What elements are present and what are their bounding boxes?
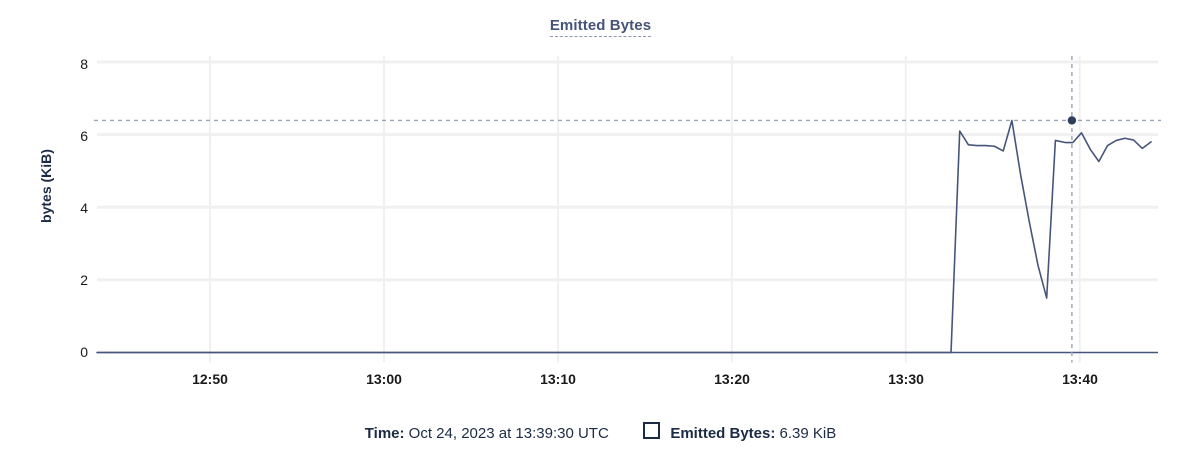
tooltip-footer: Time: Oct 24, 2023 at 13:39:30 UTC Emitt… [0, 422, 1201, 442]
chart-title-text: Emitted Bytes [549, 17, 652, 37]
footer-series-key: Emitted Bytes: [670, 425, 776, 442]
y-tick-label-4: 4 [80, 200, 88, 216]
x-gridlines [209, 56, 1081, 363]
x-tick-label-1300: 13:00 [366, 371, 402, 387]
y-tick-label-0: 0 [80, 344, 88, 360]
footer-time-key: Time: [364, 425, 405, 442]
hover-point-marker[interactable] [1067, 116, 1077, 125]
series-color-swatch-icon [643, 422, 661, 439]
y-tick-label-6: 6 [80, 128, 88, 144]
y-gridlines [97, 60, 1158, 282]
y-tick-label-2: 2 [80, 272, 88, 288]
y-tick-label-8: 8 [80, 56, 88, 72]
x-tick-label-1310: 13:10 [540, 371, 576, 387]
chart-title: Emitted Bytes [0, 17, 1201, 37]
x-tick-label-1340: 13:40 [1062, 371, 1098, 387]
plot-area[interactable] [0, 0, 1201, 400]
x-tick-label-1330: 13:30 [888, 371, 924, 387]
footer-time-value: Oct 24, 2023 at 13:39:30 UTC [408, 425, 609, 442]
footer-series-value: 6.39 KiB [779, 425, 837, 442]
x-tick-label-1320: 13:20 [714, 371, 750, 387]
series-line-emitted-bytes[interactable] [96, 119, 1152, 354]
x-tick-label-1250: 12:50 [192, 371, 228, 387]
